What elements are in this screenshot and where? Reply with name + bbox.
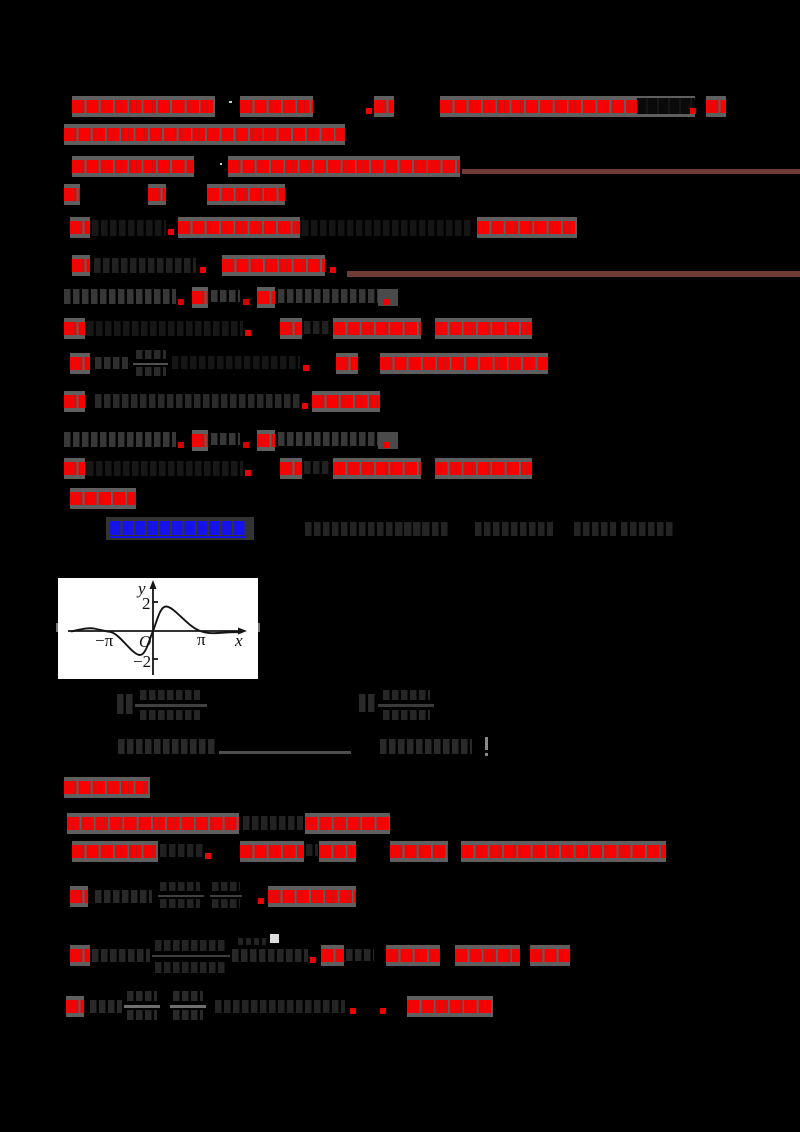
svg-text:O: O	[139, 632, 151, 651]
svg-text:2: 2	[142, 594, 151, 613]
svg-text:x: x	[234, 631, 243, 650]
svg-text:−2: −2	[133, 652, 151, 671]
svg-text:y: y	[136, 579, 146, 598]
svg-text:π: π	[197, 630, 206, 649]
svg-text:−π: −π	[95, 631, 114, 650]
